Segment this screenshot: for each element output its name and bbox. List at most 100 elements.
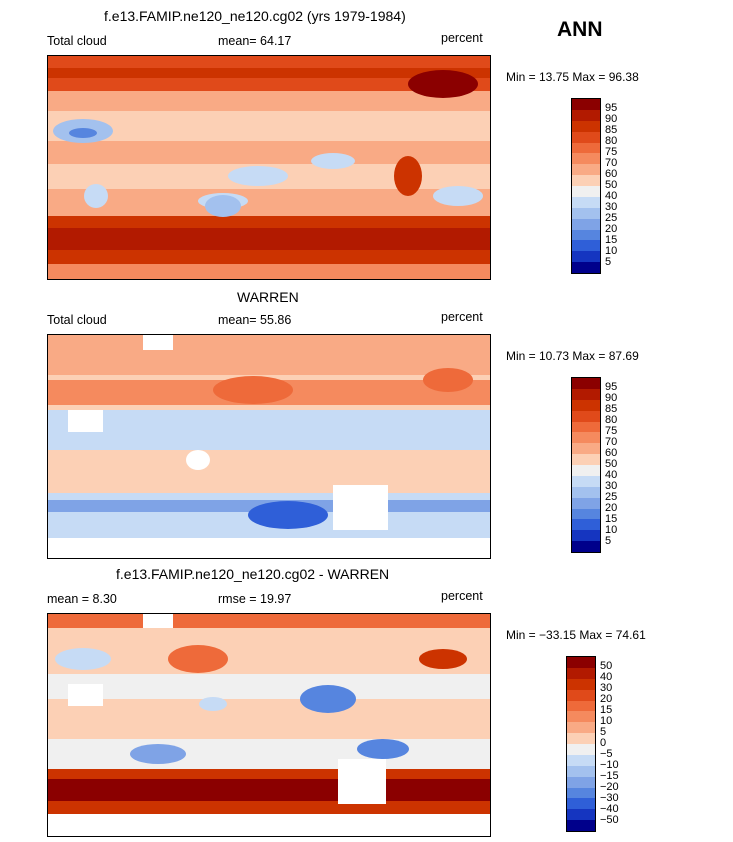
colorbar-tick: −10 xyxy=(600,759,619,771)
colorbar-tick: 5 xyxy=(605,256,612,268)
colorbar-swatch xyxy=(572,486,600,498)
colorbar-tick: 5 xyxy=(605,535,612,547)
colorbar-swatch xyxy=(567,798,595,810)
colorbar xyxy=(566,656,596,832)
colorbar-swatch xyxy=(572,475,600,487)
map-diff xyxy=(47,613,491,837)
colorbar-tick: 20 xyxy=(605,223,618,235)
colorbar-tick: −40 xyxy=(600,803,619,815)
colorbar-swatches xyxy=(572,378,600,552)
colorbar-swatch xyxy=(567,700,595,712)
colorbar-swatch xyxy=(572,421,600,433)
colorbar-swatch xyxy=(567,733,595,744)
colorbar-tick: −20 xyxy=(600,781,619,793)
colorbar-swatch xyxy=(572,164,600,176)
rmse-label: rmse = 19.97 xyxy=(218,592,292,606)
colorbar xyxy=(571,98,601,274)
colorbar-swatch xyxy=(572,153,600,165)
colorbar-tick: −15 xyxy=(600,770,619,782)
colorbar-swatch xyxy=(572,186,600,197)
colorbar-swatch xyxy=(572,432,600,444)
colorbar-tick: 70 xyxy=(605,436,618,448)
colorbar-swatch xyxy=(572,530,600,542)
colorbar-swatch xyxy=(572,229,600,241)
panel-title: f.e13.FAMIP.ne120_ne120.cg02 (yrs 1979-1… xyxy=(104,8,406,24)
colorbar-swatch xyxy=(572,251,600,263)
panel-title: WARREN xyxy=(237,289,299,305)
colorbar-swatch xyxy=(567,722,595,734)
variable-label: Total cloud xyxy=(47,313,107,327)
map-model xyxy=(47,55,491,280)
colorbar-tick: 30 xyxy=(605,480,618,492)
colorbar-swatch xyxy=(572,99,600,110)
colorbar-tick: 40 xyxy=(600,671,613,683)
colorbar-tick: 60 xyxy=(605,447,618,459)
colorbar-tick: 0 xyxy=(600,737,607,749)
colorbar-tick: 40 xyxy=(605,469,618,481)
colorbar-swatch xyxy=(572,175,600,186)
colorbar-tick: 50 xyxy=(605,179,618,191)
colorbar-swatch xyxy=(572,378,600,389)
colorbar-swatch xyxy=(572,410,600,422)
cloud-map-obs xyxy=(48,335,490,558)
colorbar-swatch xyxy=(572,465,600,476)
colorbar xyxy=(571,377,601,553)
colorbar-swatch xyxy=(572,109,600,121)
minmax-label: Min = 13.75 Max = 96.38 xyxy=(506,70,639,84)
units-label: percent xyxy=(441,310,483,324)
colorbar-tick: 80 xyxy=(605,135,618,147)
colorbar-swatch xyxy=(572,142,600,154)
colorbar-tick: 60 xyxy=(605,168,618,180)
colorbar-swatch xyxy=(567,711,595,723)
colorbar-swatch xyxy=(572,454,600,465)
colorbar-swatch xyxy=(572,399,600,411)
colorbar-swatch xyxy=(567,820,595,831)
colorbar-swatches xyxy=(567,657,595,831)
colorbar-tick: 20 xyxy=(605,502,618,514)
colorbar-tick: 90 xyxy=(605,113,618,125)
units-label: percent xyxy=(441,589,483,603)
colorbar-tick: 95 xyxy=(605,102,618,114)
colorbar-swatch xyxy=(572,218,600,230)
variable-label: Total cloud xyxy=(47,34,107,48)
colorbar-swatch xyxy=(572,497,600,509)
map-obs xyxy=(47,334,491,559)
colorbar-tick: 25 xyxy=(605,491,618,503)
panel-title: f.e13.FAMIP.ne120_ne120.cg02 - WARREN xyxy=(116,566,390,582)
colorbar-swatch xyxy=(567,776,595,788)
colorbar-swatch xyxy=(572,388,600,400)
colorbar-swatch xyxy=(572,207,600,219)
colorbar-tick: 10 xyxy=(605,524,618,536)
mean-label: mean= 55.86 xyxy=(218,313,292,327)
colorbar-swatch xyxy=(572,120,600,132)
colorbar-tick: 30 xyxy=(600,682,613,694)
colorbar-swatch xyxy=(572,196,600,208)
colorbar-tick: 80 xyxy=(605,414,618,426)
season-label: ANN xyxy=(557,18,603,41)
colorbar-tick: 85 xyxy=(605,124,618,136)
colorbar-tick: 25 xyxy=(605,212,618,224)
colorbar-tick: 70 xyxy=(605,157,618,169)
colorbar-tick: 90 xyxy=(605,392,618,404)
colorbar-swatch xyxy=(567,667,595,679)
colorbar-tick: 15 xyxy=(605,234,618,246)
cloud-map-model xyxy=(48,56,490,279)
colorbar-swatch xyxy=(567,787,595,799)
colorbar-tick: 85 xyxy=(605,403,618,415)
colorbar-tick: 50 xyxy=(605,458,618,470)
colorbar-swatch xyxy=(572,262,600,273)
colorbar-swatch xyxy=(567,678,595,690)
colorbar-swatch xyxy=(572,541,600,552)
colorbar-swatch xyxy=(572,443,600,455)
colorbar-tick: −5 xyxy=(600,748,613,760)
colorbar-tick: 40 xyxy=(605,190,618,202)
colorbar-swatch xyxy=(572,519,600,531)
colorbar-swatch xyxy=(567,754,595,766)
cloud-map-diff xyxy=(48,614,490,836)
colorbar-labels: 95 90 85 80 75 70 60 50 40 30 25 20 15 1… xyxy=(605,382,617,547)
colorbar-swatch xyxy=(572,131,600,143)
mean-label: mean= 64.17 xyxy=(218,34,292,48)
colorbar-tick: 75 xyxy=(605,425,618,437)
colorbar-swatch xyxy=(572,508,600,520)
colorbar-swatch xyxy=(572,240,600,252)
